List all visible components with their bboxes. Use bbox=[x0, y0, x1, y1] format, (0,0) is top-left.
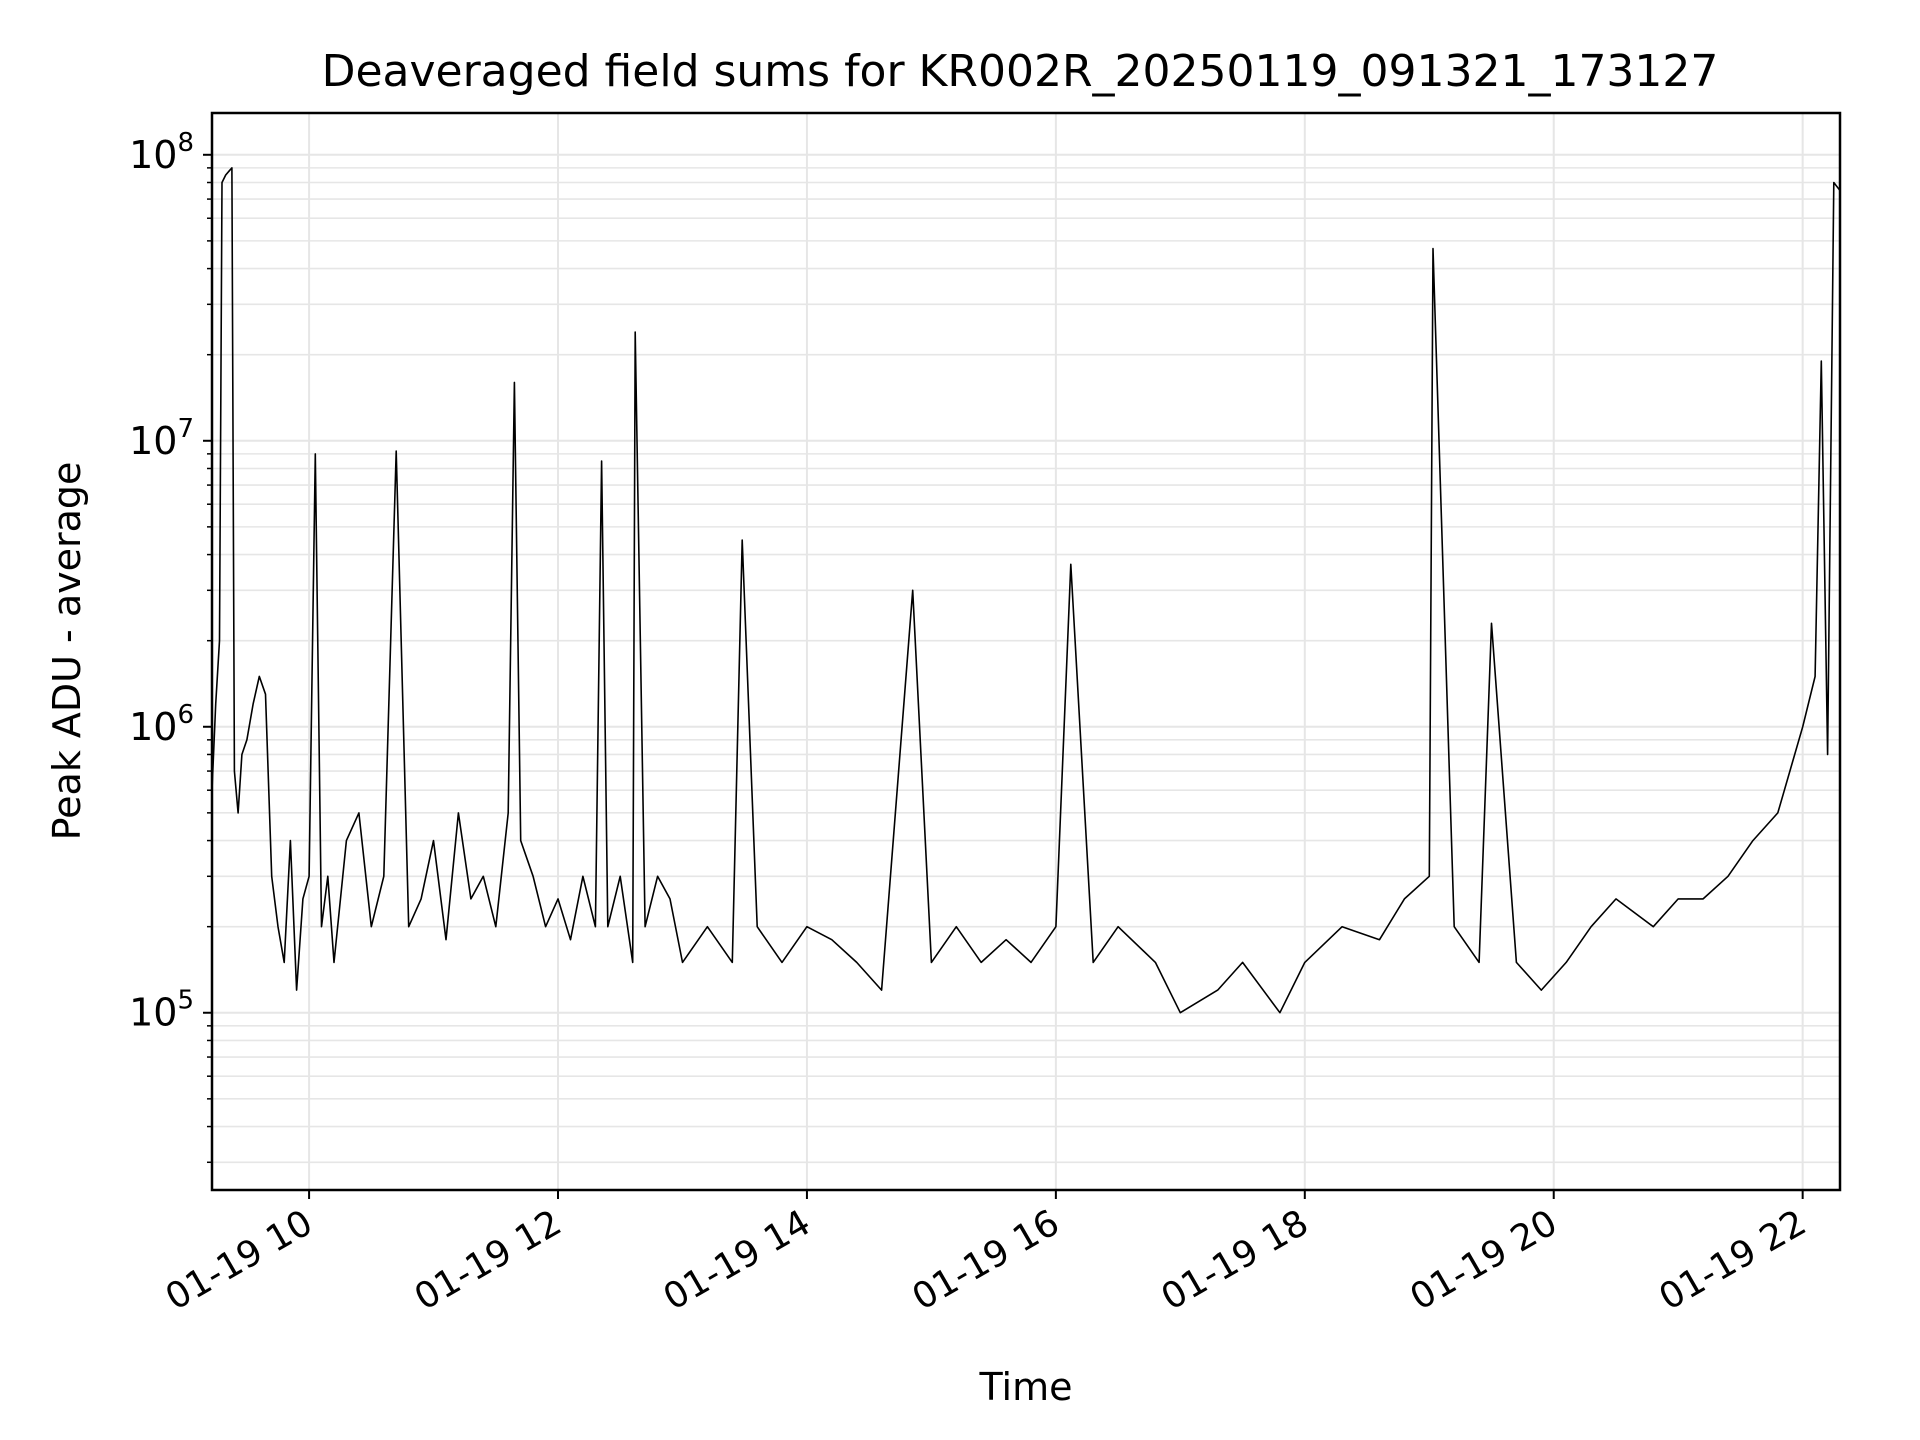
grid-lines bbox=[212, 113, 1840, 1190]
x-tick-label: 01-19 10 bbox=[159, 1202, 320, 1318]
y-tick-base: 10 bbox=[129, 419, 177, 463]
y-tick-base: 10 bbox=[129, 991, 177, 1035]
series-line bbox=[212, 167, 1840, 1014]
y-tick-exponent: 7 bbox=[177, 414, 194, 444]
x-tick-label: 01-19 14 bbox=[657, 1202, 818, 1318]
x-tick-label: 01-19 12 bbox=[408, 1202, 569, 1318]
y-tick-label: 108 bbox=[129, 128, 194, 177]
x-axis-label: Time bbox=[979, 1365, 1073, 1409]
axis-ticks: 01-19 10 01-19 12 01-19 14 01-19 16 01-19 18… bbox=[129, 128, 1813, 1319]
plot-frame bbox=[210, 111, 1842, 1192]
y-tick-exponent: 5 bbox=[177, 986, 194, 1016]
x-tick-label: 01-19 18 bbox=[1155, 1202, 1316, 1318]
y-tick-label: 105 bbox=[129, 986, 194, 1035]
y-tick-label: 106 bbox=[129, 700, 194, 749]
y-tick-exponent: 8 bbox=[177, 128, 194, 158]
y-tick-exponent: 6 bbox=[177, 700, 194, 730]
x-tick-label: 01-19 16 bbox=[906, 1202, 1067, 1318]
chart-title: Deaveraged field sums for KR002R_2025011… bbox=[322, 46, 1719, 97]
series-layer bbox=[212, 167, 1840, 1014]
y-tick-label: 107 bbox=[129, 414, 194, 463]
y-tick-base: 10 bbox=[129, 133, 177, 177]
y-axis-label: Peak ADU - average bbox=[45, 462, 89, 841]
x-tick-label: 01-19 22 bbox=[1652, 1202, 1813, 1318]
x-tick-label: 01-19 20 bbox=[1404, 1202, 1565, 1318]
y-tick-base: 10 bbox=[129, 705, 177, 749]
